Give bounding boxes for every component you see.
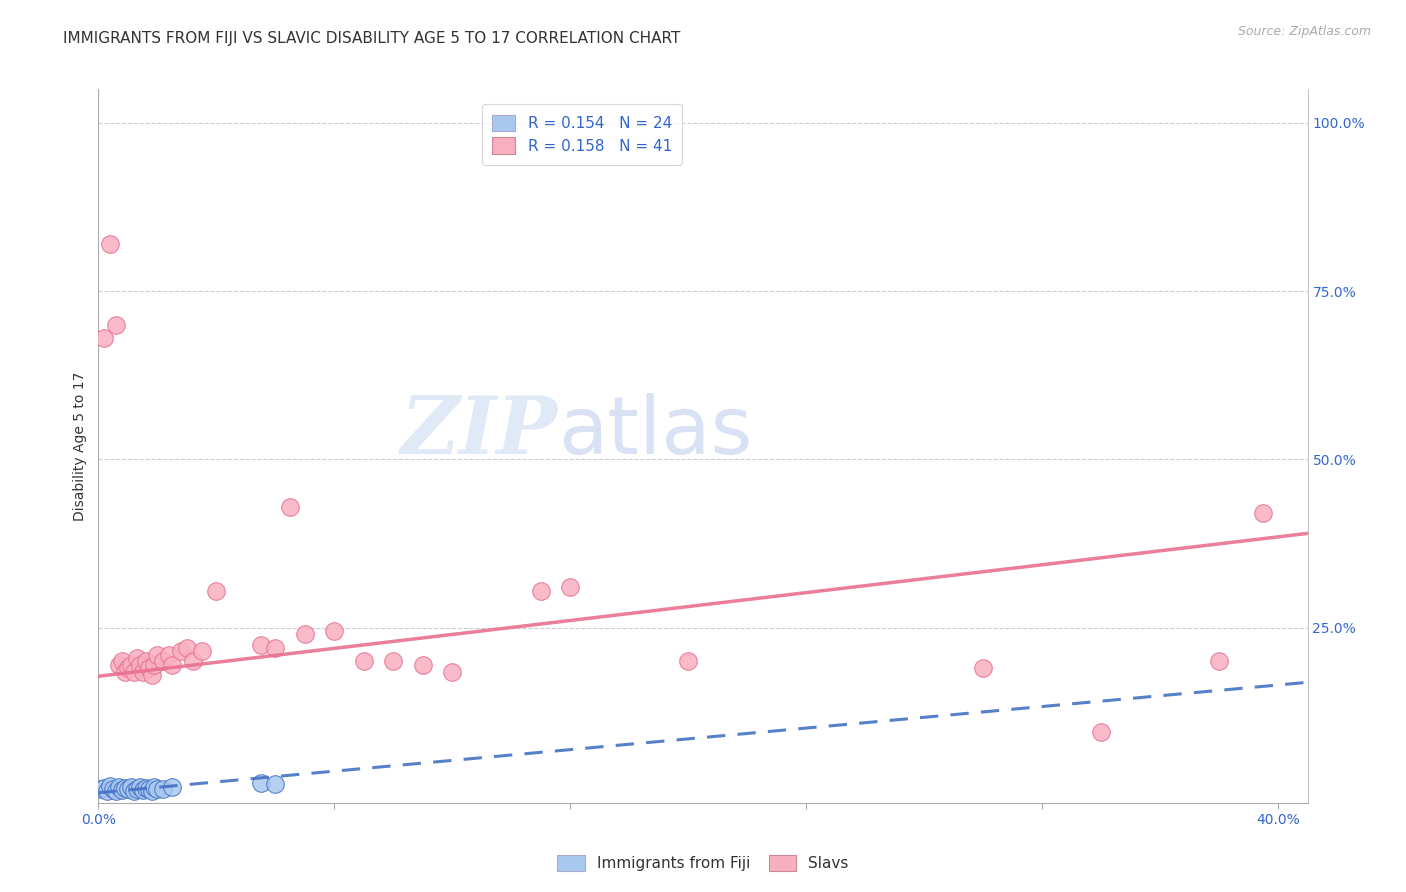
- Y-axis label: Disability Age 5 to 17: Disability Age 5 to 17: [73, 371, 87, 521]
- Point: [96, 783, 118, 797]
- Point: [278, 500, 301, 514]
- Point: [560, 580, 582, 594]
- Point: [135, 655, 157, 669]
- Legend: R = 0.154   N = 24, R = 0.158   N = 41: R = 0.154 N = 24, R = 0.158 N = 41: [482, 104, 682, 165]
- Point: [90, 782, 112, 797]
- Point: [131, 783, 153, 797]
- Point: [152, 655, 174, 669]
- Point: [141, 668, 163, 682]
- Point: [205, 583, 228, 598]
- Point: [181, 655, 204, 669]
- Point: [111, 655, 134, 669]
- Point: [143, 780, 166, 794]
- Point: [128, 657, 150, 672]
- Point: [146, 648, 169, 662]
- Point: [93, 780, 115, 795]
- Point: [98, 779, 121, 793]
- Point: [160, 657, 183, 672]
- Point: [176, 640, 198, 655]
- Point: [125, 651, 148, 665]
- Point: [412, 657, 434, 672]
- Point: [117, 782, 139, 797]
- Point: [160, 780, 183, 795]
- Point: [105, 318, 128, 332]
- Point: [98, 237, 121, 252]
- Point: [249, 775, 271, 789]
- Point: [141, 784, 163, 798]
- Point: [264, 640, 287, 655]
- Point: [146, 781, 169, 796]
- Point: [111, 783, 134, 797]
- Point: [128, 780, 150, 795]
- Point: [120, 780, 142, 794]
- Point: [122, 665, 145, 679]
- Point: [138, 782, 160, 797]
- Point: [441, 665, 464, 679]
- Point: [131, 665, 153, 679]
- Point: [1208, 655, 1230, 669]
- Point: [125, 781, 148, 796]
- Point: [972, 661, 994, 675]
- Point: [108, 657, 131, 672]
- Text: IMMIGRANTS FROM FIJI VS SLAVIC DISABILITY AGE 5 TO 17 CORRELATION CHART: IMMIGRANTS FROM FIJI VS SLAVIC DISABILIT…: [63, 31, 681, 46]
- Point: [353, 655, 375, 669]
- Legend: Immigrants from Fiji, Slavs: Immigrants from Fiji, Slavs: [551, 849, 855, 877]
- Point: [122, 783, 145, 797]
- Text: Source: ZipAtlas.com: Source: ZipAtlas.com: [1237, 25, 1371, 38]
- Point: [1090, 725, 1112, 739]
- Point: [101, 781, 124, 796]
- Point: [157, 648, 180, 662]
- Point: [170, 644, 193, 658]
- Point: [114, 780, 136, 795]
- Point: [382, 655, 405, 669]
- Point: [190, 644, 212, 658]
- Point: [93, 331, 115, 345]
- Point: [117, 661, 139, 675]
- Point: [249, 638, 271, 652]
- Point: [105, 784, 128, 798]
- Text: atlas: atlas: [558, 392, 752, 471]
- Point: [323, 624, 346, 639]
- Point: [1253, 506, 1275, 520]
- Point: [264, 777, 287, 791]
- Point: [108, 780, 131, 795]
- Text: ZIP: ZIP: [401, 393, 558, 470]
- Point: [135, 780, 157, 795]
- Point: [152, 782, 174, 797]
- Point: [143, 657, 166, 672]
- Point: [294, 627, 316, 641]
- Point: [138, 661, 160, 675]
- Point: [530, 583, 553, 598]
- Point: [120, 657, 142, 672]
- Point: [678, 655, 700, 669]
- Point: [114, 665, 136, 679]
